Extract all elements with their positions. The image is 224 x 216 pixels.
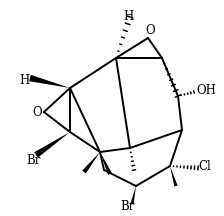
Polygon shape bbox=[170, 166, 178, 186]
Text: O: O bbox=[145, 24, 155, 37]
Polygon shape bbox=[100, 152, 112, 175]
Polygon shape bbox=[34, 132, 70, 158]
Text: Br: Br bbox=[121, 200, 135, 213]
Text: OH: OH bbox=[196, 84, 216, 97]
Polygon shape bbox=[82, 152, 100, 173]
Polygon shape bbox=[130, 186, 136, 204]
Text: O: O bbox=[32, 105, 42, 119]
Text: H: H bbox=[19, 73, 29, 86]
Polygon shape bbox=[29, 75, 70, 88]
Text: Cl: Cl bbox=[198, 159, 211, 173]
Text: Br: Br bbox=[27, 154, 41, 167]
Text: H: H bbox=[123, 10, 133, 22]
